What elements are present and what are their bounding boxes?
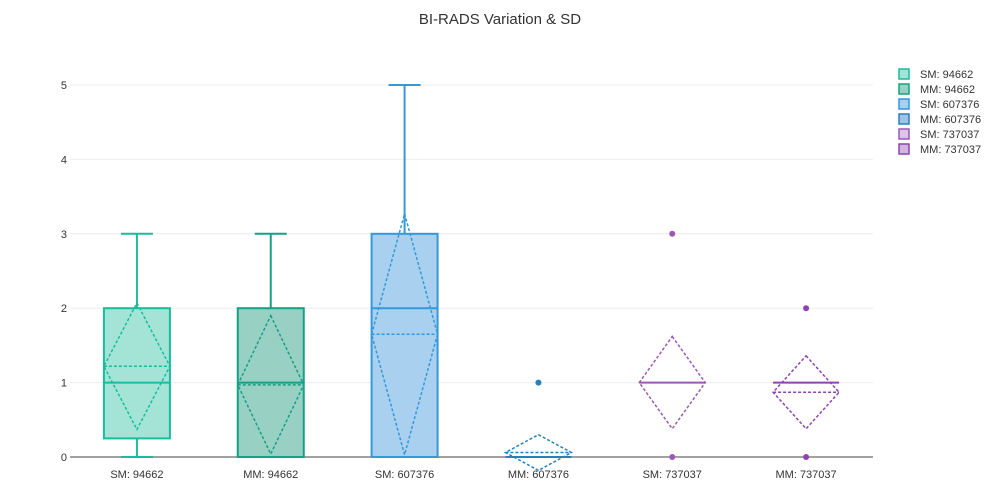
sd-diamond [370, 210, 439, 458]
box-iqr [370, 232, 439, 458]
y-tick-label: 3 [61, 229, 67, 241]
legend-item[interactable]: SM: 607376 [898, 98, 979, 111]
grid-lines [70, 84, 873, 458]
outlier-point[interactable] [803, 454, 810, 460]
sd-diamond [772, 354, 841, 430]
boxes [102, 84, 841, 472]
legend-label: MM: 737037 [920, 144, 981, 156]
legend-swatch [898, 83, 910, 95]
legend-swatch [898, 113, 910, 125]
legend-swatch [898, 128, 910, 140]
legend-label: MM: 607376 [920, 114, 981, 126]
y-tick-label: 0 [61, 452, 67, 464]
y-tick-label: 5 [61, 80, 67, 92]
legend-label: SM: 607376 [920, 99, 979, 111]
x-tick-label: MM: 737037 [776, 469, 837, 481]
legend-label: SM: 94662 [920, 69, 973, 81]
box-trace[interactable] [370, 84, 439, 458]
sd-diamond [103, 301, 171, 432]
y-axis-ticks: 0 1 2 3 4 5 [61, 80, 67, 464]
y-tick-label: 4 [61, 154, 67, 166]
legend[interactable]: SM: 94662 MM: 94662 SM: 607376 MM: 607376 SM… [898, 68, 981, 156]
x-tick-label: MM: 607376 [508, 469, 569, 481]
x-tick-label: SM: 737037 [643, 469, 702, 481]
legend-item[interactable]: MM: 737037 [898, 143, 981, 156]
box-trace[interactable] [638, 230, 707, 460]
sd-diamond [638, 335, 707, 431]
box-trace[interactable] [102, 232, 171, 458]
legend-swatch [898, 68, 910, 80]
legend-swatch [898, 143, 910, 155]
y-tick-label: 2 [61, 303, 67, 315]
legend-swatch [898, 98, 910, 110]
x-tick-label: MM: 94662 [243, 469, 298, 481]
chart-title: BI-RADS Variation & SD [419, 11, 581, 28]
legend-label: SM: 737037 [920, 129, 979, 141]
x-tick-label: SM: 94662 [110, 469, 163, 481]
box-trace[interactable] [772, 305, 841, 460]
y-tick-label: 1 [61, 378, 67, 390]
outlier-point[interactable] [535, 379, 542, 386]
x-tick-label: SM: 607376 [375, 469, 434, 481]
outlier-point[interactable] [669, 454, 676, 460]
outlier-point[interactable] [669, 230, 676, 237]
box-trace[interactable] [236, 232, 305, 459]
legend-item[interactable]: MM: 607376 [898, 113, 981, 126]
sd-diamond [503, 433, 573, 472]
x-axis-ticks: SM: 94662 MM: 94662 SM: 607376 MM: 607376 SM… [110, 469, 836, 481]
legend-label: MM: 94662 [920, 84, 975, 96]
outlier-point[interactable] [803, 305, 810, 312]
box-trace[interactable] [503, 379, 573, 472]
sd-diamond [236, 313, 305, 456]
legend-item[interactable]: SM: 737037 [898, 128, 979, 141]
legend-item[interactable]: MM: 94662 [898, 83, 975, 96]
legend-item[interactable]: SM: 94662 [898, 68, 973, 81]
box-iqr [102, 307, 171, 440]
